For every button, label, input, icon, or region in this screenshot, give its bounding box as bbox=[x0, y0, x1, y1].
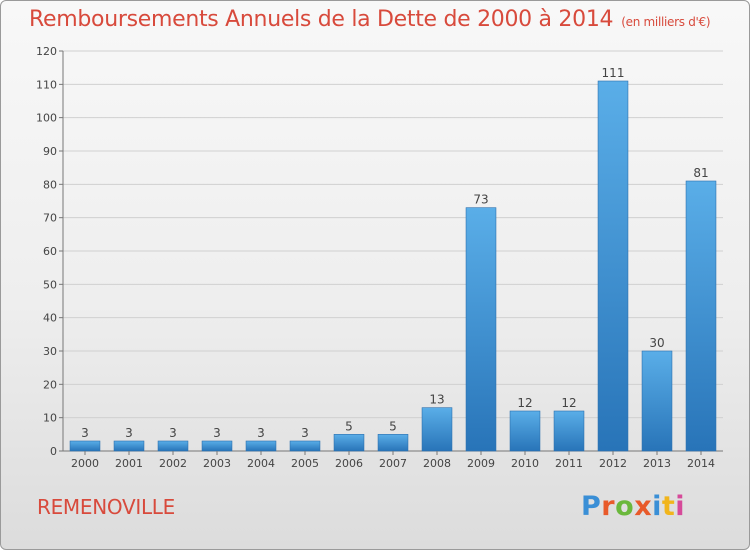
bar-value-label: 73 bbox=[473, 193, 488, 207]
bar bbox=[289, 440, 321, 452]
bar bbox=[421, 407, 453, 452]
bar bbox=[641, 350, 673, 452]
y-tick-label: 60 bbox=[43, 245, 57, 258]
bar bbox=[157, 440, 189, 452]
bar-value-label: 3 bbox=[125, 426, 133, 440]
x-tick-label: 2007 bbox=[379, 457, 407, 470]
bar-value-label: 3 bbox=[81, 426, 89, 440]
bar bbox=[553, 410, 585, 452]
y-tick-label: 40 bbox=[43, 312, 57, 325]
bar bbox=[597, 80, 629, 452]
bar-value-label: 3 bbox=[169, 426, 177, 440]
x-tick-label: 2003 bbox=[203, 457, 231, 470]
y-tick-label: 90 bbox=[43, 145, 57, 158]
x-tick-label: 2009 bbox=[467, 457, 495, 470]
y-tick-label: 50 bbox=[43, 278, 57, 291]
chart-title: Remboursements Annuels de la Dette de 20… bbox=[29, 7, 711, 32]
y-tick-label: 0 bbox=[50, 445, 57, 458]
bar bbox=[113, 440, 145, 452]
y-tick-label: 80 bbox=[43, 178, 57, 191]
bar bbox=[245, 440, 277, 452]
bar-value-label: 13 bbox=[429, 393, 444, 407]
y-tick-label: 10 bbox=[43, 412, 57, 425]
y-tick-label: 20 bbox=[43, 378, 57, 391]
bar-value-label: 3 bbox=[213, 426, 221, 440]
y-tick-label: 70 bbox=[43, 212, 57, 225]
bar-value-label: 30 bbox=[649, 336, 664, 350]
x-tick-label: 2011 bbox=[555, 457, 583, 470]
x-tick-label: 2008 bbox=[423, 457, 451, 470]
x-tick-label: 2010 bbox=[511, 457, 539, 470]
bar-value-label: 12 bbox=[561, 396, 576, 410]
commune-name: REMENOVILLE bbox=[37, 495, 175, 519]
bar-value-label: 3 bbox=[301, 426, 309, 440]
bar-value-label: 111 bbox=[602, 66, 625, 80]
x-tick-label: 2013 bbox=[643, 457, 671, 470]
x-tick-label: 2002 bbox=[159, 457, 187, 470]
bar-value-label: 12 bbox=[517, 396, 532, 410]
bar bbox=[509, 410, 541, 452]
x-tick-label: 2000 bbox=[71, 457, 99, 470]
bar-value-label: 3 bbox=[257, 426, 265, 440]
y-tick-label: 100 bbox=[36, 112, 57, 125]
bar bbox=[69, 440, 101, 452]
bar bbox=[333, 434, 365, 452]
x-tick-label: 2001 bbox=[115, 457, 143, 470]
x-tick-label: 2005 bbox=[291, 457, 319, 470]
proxiti-logo: Proxiti bbox=[581, 491, 686, 522]
y-tick-label: 120 bbox=[36, 45, 57, 58]
y-tick-label: 30 bbox=[43, 345, 57, 358]
bar-value-label: 5 bbox=[389, 419, 397, 433]
x-tick-label: 2014 bbox=[687, 457, 715, 470]
y-tick-label: 110 bbox=[36, 78, 57, 91]
bar-value-label: 81 bbox=[693, 166, 708, 180]
bar bbox=[685, 180, 717, 452]
x-tick-label: 2006 bbox=[335, 457, 363, 470]
bar bbox=[465, 207, 497, 452]
bar-value-label: 5 bbox=[345, 419, 353, 433]
bar bbox=[377, 434, 409, 452]
bar bbox=[201, 440, 233, 452]
chart-subtitle: (en milliers d'€) bbox=[621, 15, 711, 29]
x-tick-label: 2012 bbox=[599, 457, 627, 470]
x-tick-label: 2004 bbox=[247, 457, 275, 470]
